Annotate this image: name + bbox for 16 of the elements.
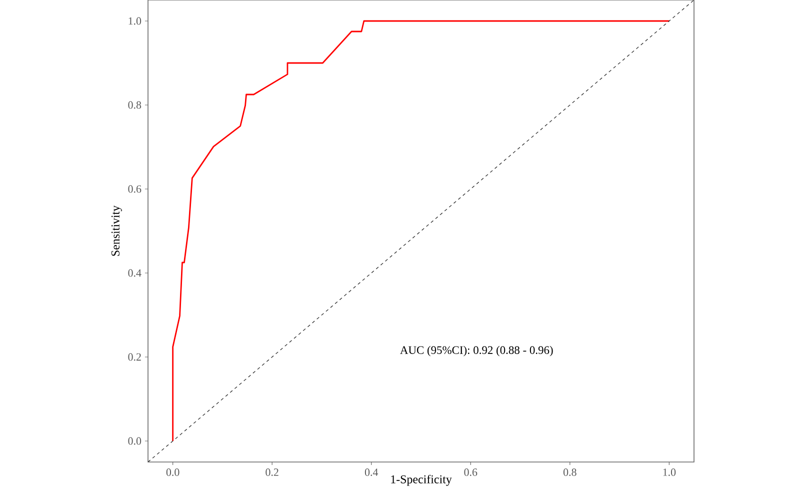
x-axis-title: 1-Specificity xyxy=(391,474,452,486)
y-tick-label: 0.0 xyxy=(128,437,142,445)
x-tick-label: 1.0 xyxy=(663,468,676,476)
y-tick-label: 1.0 xyxy=(128,17,142,25)
x-tick-label: 0.8 xyxy=(563,468,576,476)
x-tick-label: 0.0 xyxy=(166,468,180,476)
x-tick-label: 0.4 xyxy=(364,468,378,476)
line-series xyxy=(172,20,670,442)
y-tick-label: 0.4 xyxy=(128,269,142,277)
annotation: AUC (95%CI): 0.92 (0.88 - 0.96) xyxy=(400,346,553,356)
y-tick-label: 0.6 xyxy=(128,185,142,193)
x-tick-label: 0.6 xyxy=(464,468,478,476)
y-tick-label: 0.2 xyxy=(128,353,141,361)
x-tick-label: 0.2 xyxy=(266,468,278,476)
y-tick-label: 0.8 xyxy=(128,101,142,109)
y-axis-title: Sensitivity xyxy=(111,205,122,256)
